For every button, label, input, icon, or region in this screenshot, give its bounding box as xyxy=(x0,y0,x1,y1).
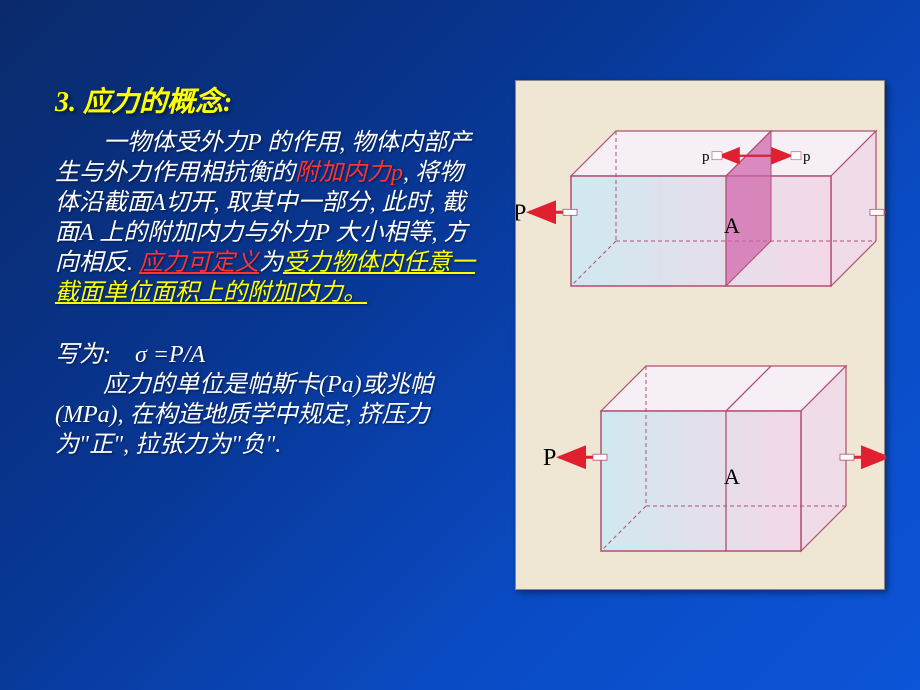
p1-seg2b: p xyxy=(391,160,403,186)
svg-text:P: P xyxy=(543,445,556,471)
p1-seg5: 为 xyxy=(259,250,283,276)
p1-seg4: 应力可定义 xyxy=(139,250,259,276)
diagram-svg: APPppAPp xyxy=(516,81,886,591)
section-heading: 3. 应力的概念: xyxy=(55,80,485,120)
text-column: 3. 应力的概念: 一物体受外力P 的作用, 物体内部产生与外力作用相抗衡的附加… xyxy=(55,80,485,590)
heading-number: 3. xyxy=(55,87,83,118)
paragraph-1: 一物体受外力P 的作用, 物体内部产生与外力作用相抗衡的附加内力p, 将物体沿截… xyxy=(55,128,485,308)
figure-column: APPppAPp xyxy=(515,80,885,590)
formula: 写为: σ =P/A xyxy=(55,340,485,370)
p2-body: 应力的单位是帕斯卡(Pa)或兆帕(MPa), 在构造地质学中规定, 挤压力为"正… xyxy=(55,370,485,460)
paragraph-2: 写为: σ =P/A 应力的单位是帕斯卡(Pa)或兆帕(MPa), 在构造地质学… xyxy=(55,340,485,460)
svg-text:p: p xyxy=(702,149,710,165)
svg-text:A: A xyxy=(724,213,740,238)
heading-title: 应力的概念: xyxy=(83,87,232,118)
svg-text:A: A xyxy=(724,464,740,489)
svg-text:P: P xyxy=(516,200,526,226)
p1-seg2: 附加内力 xyxy=(295,160,391,186)
svg-text:p: p xyxy=(803,149,811,165)
stress-diagram: APPppAPp xyxy=(515,80,885,590)
